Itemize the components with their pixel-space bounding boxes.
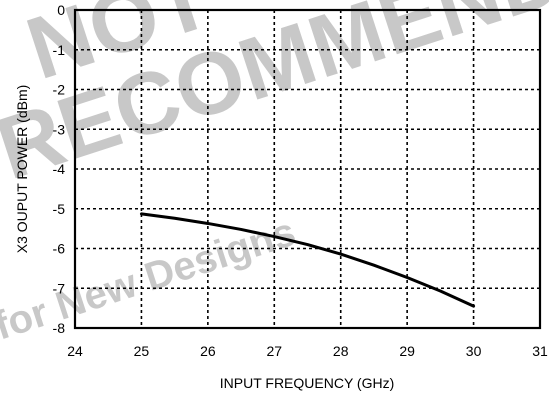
y-tick-label: -6 [53,241,66,257]
y-tick-label: -3 [53,121,66,137]
y-tick-label: -7 [53,280,66,296]
series-layer [139,212,476,308]
x-tick-label: 24 [67,343,83,359]
x-tick-label: 25 [134,343,150,359]
y-axis-title: X3 OUPUT POWER (dBm) [14,85,30,254]
grid [75,10,540,328]
y-tick-label: -4 [53,161,66,177]
y-tick-label: -5 [53,201,66,217]
x-tick-label: 31 [532,343,548,359]
x-tick-label: 29 [399,343,415,359]
series-line [139,212,476,308]
x-axis-title: INPUT FREQUENCY (GHz) [220,375,395,391]
x-tick-labels: 24 25 26 27 28 29 30 31 [67,343,548,359]
y-tick-label: -1 [53,42,66,58]
y-tick-label: -8 [53,320,66,336]
y-tick-label: -2 [53,82,66,98]
y-tick-labels: 0 -1 -2 -3 -4 -5 -6 -7 -8 [53,2,66,336]
x-tick-label: 26 [200,343,216,359]
x-tick-label: 27 [266,343,282,359]
y-tick-label: 0 [57,2,65,18]
plot-frame [73,8,542,330]
x-tick-label: 30 [466,343,482,359]
x-tick-label: 28 [333,343,349,359]
